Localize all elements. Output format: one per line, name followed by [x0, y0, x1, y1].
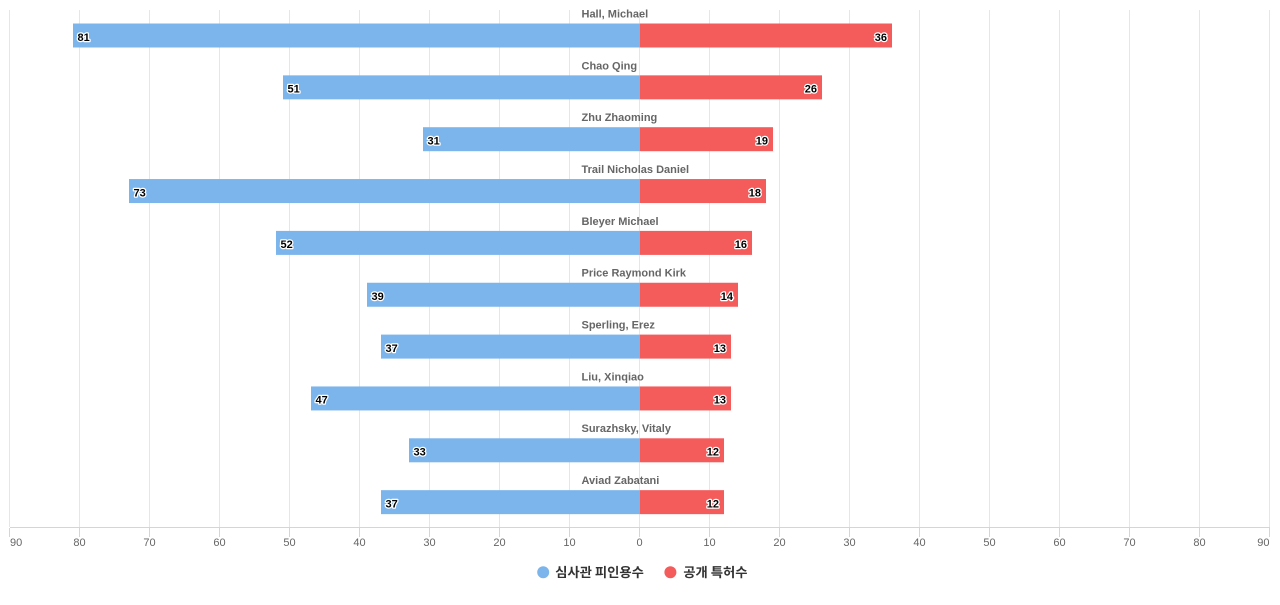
svg-text:Aviad Zabatani: Aviad Zabatani — [582, 475, 660, 487]
svg-text:18: 18 — [749, 187, 761, 199]
svg-text:12: 12 — [707, 498, 719, 510]
svg-text:90: 90 — [1257, 537, 1269, 549]
svg-text:60: 60 — [1053, 537, 1065, 549]
svg-text:12: 12 — [707, 447, 719, 459]
svg-text:Hall, Michael: Hall, Michael — [582, 8, 649, 20]
svg-text:19: 19 — [756, 135, 768, 147]
svg-text:31: 31 — [428, 135, 440, 147]
svg-text:13: 13 — [714, 343, 726, 355]
svg-text:Bleyer Michael: Bleyer Michael — [582, 216, 659, 228]
svg-text:10: 10 — [563, 537, 575, 549]
svg-text:0: 0 — [636, 537, 642, 549]
svg-text:50: 50 — [283, 537, 295, 549]
svg-text:Zhu Zhaoming: Zhu Zhaoming — [582, 112, 658, 124]
svg-text:20: 20 — [493, 537, 505, 549]
svg-text:Sperling, Erez: Sperling, Erez — [582, 320, 656, 332]
svg-text:51: 51 — [288, 84, 300, 96]
svg-text:33: 33 — [414, 447, 426, 459]
svg-text:50: 50 — [983, 537, 995, 549]
svg-text:73: 73 — [134, 187, 146, 199]
svg-text:80: 80 — [73, 537, 85, 549]
svg-text:Price Raymond Kirk: Price Raymond Kirk — [582, 268, 687, 280]
svg-text:47: 47 — [316, 395, 328, 407]
svg-text:26: 26 — [805, 84, 817, 96]
svg-text:10: 10 — [703, 537, 715, 549]
svg-text:13: 13 — [714, 395, 726, 407]
svg-text:14: 14 — [721, 291, 734, 303]
svg-text:40: 40 — [353, 537, 365, 549]
svg-text:39: 39 — [372, 291, 384, 303]
svg-text:70: 70 — [1123, 537, 1135, 549]
svg-text:52: 52 — [281, 239, 293, 251]
svg-text:90: 90 — [10, 537, 22, 549]
svg-text:Surazhsky, Vitaly: Surazhsky, Vitaly — [582, 423, 672, 435]
svg-text:37: 37 — [386, 343, 398, 355]
svg-text:40: 40 — [913, 537, 925, 549]
svg-text:37: 37 — [386, 498, 398, 510]
svg-text:81: 81 — [78, 32, 90, 44]
svg-text:30: 30 — [843, 537, 855, 549]
svg-text:16: 16 — [735, 239, 747, 251]
svg-text:Chao Qing: Chao Qing — [582, 60, 638, 72]
svg-text:Liu, Xinqiao: Liu, Xinqiao — [582, 371, 645, 383]
svg-text:20: 20 — [773, 537, 785, 549]
svg-text:30: 30 — [423, 537, 435, 549]
svg-text:70: 70 — [143, 537, 155, 549]
svg-text:80: 80 — [1193, 537, 1205, 549]
svg-text:36: 36 — [875, 32, 887, 44]
svg-text:Trail Nicholas Daniel: Trail Nicholas Daniel — [582, 164, 690, 176]
svg-text:60: 60 — [213, 537, 225, 549]
